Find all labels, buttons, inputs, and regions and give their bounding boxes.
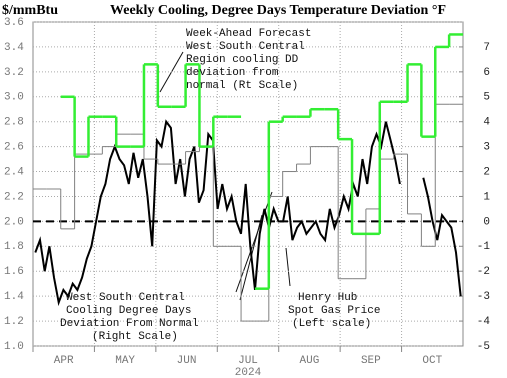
x-tick-label: JUL <box>238 355 258 367</box>
year-label: 2024 <box>235 367 262 378</box>
y2-tick-label: 2 <box>483 166 490 178</box>
y-tick-label: 3.4 <box>4 42 24 54</box>
y2-tick-label: -1 <box>477 241 491 253</box>
annotation-text: Cooling Degree Days <box>66 305 191 317</box>
x-tick-label: JUN <box>177 355 197 367</box>
y-tick-label: 1.6 <box>4 266 24 278</box>
y-tick-label: 2.4 <box>4 166 24 178</box>
y-tick-label: 1.2 <box>4 316 24 328</box>
x-tick-label: SEP <box>361 355 381 367</box>
x-tick-label: OCT <box>422 355 442 367</box>
y2-tick-label: -2 <box>477 266 490 278</box>
y-tick-label: 1.8 <box>4 241 24 253</box>
annotation-text: Deviation From Normal <box>60 318 199 330</box>
y-tick-label: 1.0 <box>4 341 24 353</box>
annotation-text: normal (Rt Scale) <box>186 80 298 92</box>
price-line <box>34 119 462 307</box>
annotation-text: Spot Gas Price <box>288 305 380 317</box>
annotation-text: Henry Hub <box>298 292 357 304</box>
annotation-text: (Right Scale) <box>92 331 178 343</box>
x-tick-label: APR <box>54 355 74 367</box>
y2-tick-label: -3 <box>477 291 490 303</box>
y-tick-label: 2.6 <box>4 142 24 154</box>
annotation-text: West South Central <box>66 292 185 304</box>
annotation-text: (Left scale) <box>292 318 371 330</box>
left-axis-title: $/mmBtu <box>2 3 58 18</box>
y2-tick-label: 6 <box>483 67 490 79</box>
plot-frame <box>32 21 464 347</box>
y2-tick-label: 7 <box>483 42 490 54</box>
y-tick-label: 2.0 <box>4 216 24 228</box>
annotation-text: West South Central <box>186 41 305 53</box>
y-tick-label: 3.0 <box>4 92 24 104</box>
annotation-text: deviation from <box>186 67 279 79</box>
y-tick-label: 1.4 <box>4 291 24 303</box>
y2-tick-label: -4 <box>477 316 491 328</box>
y-tick-label: 2.8 <box>4 117 24 129</box>
annotation-text: Region cooling DD <box>186 54 299 66</box>
plot-layer <box>32 21 464 352</box>
x-tick-label: AUG <box>300 355 320 367</box>
y2-tick-label: 3 <box>483 142 490 154</box>
y2-tick-label: -5 <box>477 341 490 353</box>
annotation-text: Week-Ahead Forecast <box>186 28 311 40</box>
y-tick-label: 3.2 <box>4 67 24 79</box>
y-tick-label: 2.2 <box>4 191 24 203</box>
chart-title: Weekly Cooling, Degree Days Temperature … <box>110 3 446 18</box>
y2-tick-label: 5 <box>483 92 490 104</box>
y-tick-label: 3.6 <box>4 17 24 29</box>
y2-tick-label: 1 <box>483 191 490 203</box>
y2-tick-label: 4 <box>483 117 490 129</box>
x-tick-label: MAY <box>115 355 135 367</box>
y2-tick-label: 0 <box>483 216 490 228</box>
